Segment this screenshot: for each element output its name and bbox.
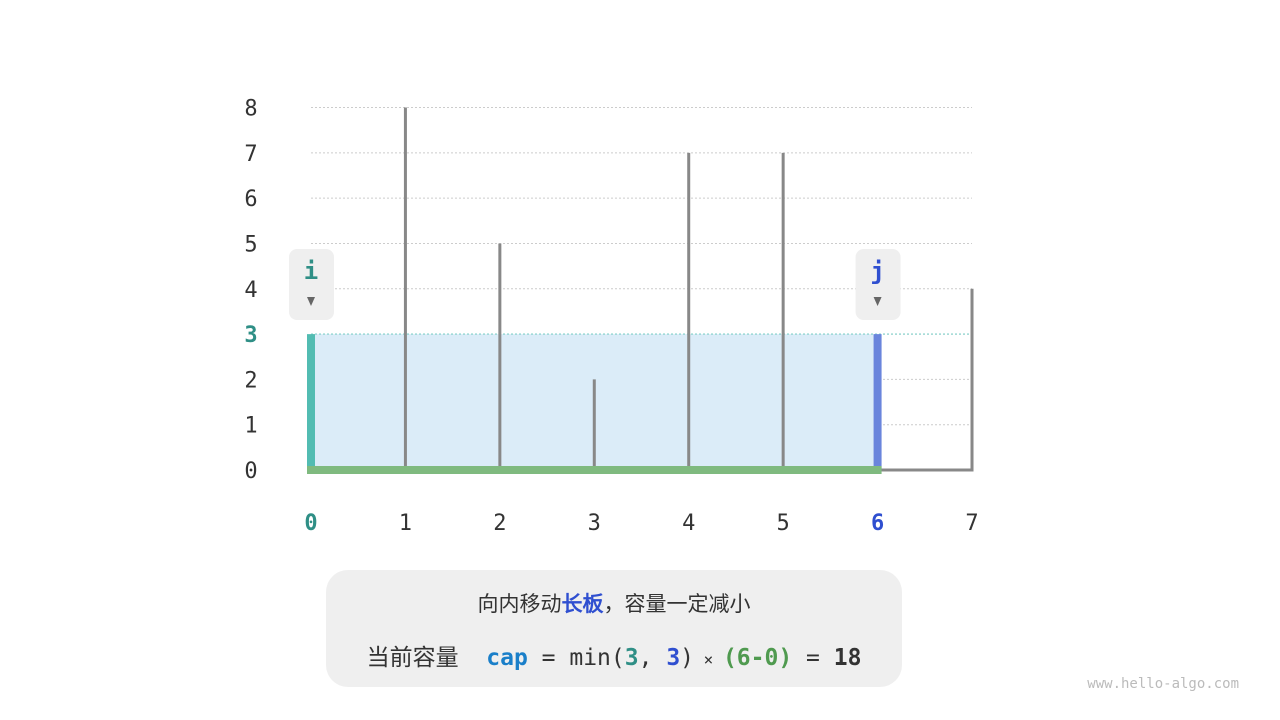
y-tick-label: 8 [244,97,257,122]
formula-eq2: = [792,645,834,671]
y-tick-label: 1 [244,414,257,439]
x-tick-label: 4 [682,511,695,536]
x-tick-label: 3 [588,511,601,536]
caption-text: 向内移动 [477,592,562,616]
caption-line1: 向内移动长板，容量一定减小 [326,588,902,618]
formula-eq: = [527,645,570,671]
x-tick-label: 5 [777,511,790,536]
x-tick-label: 2 [493,511,506,536]
formula-comma: , [638,645,667,671]
formula-result: 18 [833,645,862,671]
y-tick-label: 2 [244,368,257,393]
watermark: www.hello-algo.com [1087,676,1239,692]
x-tick-label: 0 [304,511,317,536]
arrow-down-icon [307,297,315,306]
formula-a: 3 [624,645,639,671]
formula-label: 当前容量 [366,645,459,671]
x-tick-label: 1 [399,511,412,536]
x-tick-label: 6 [871,511,884,536]
caption-formula: 当前容量 cap = min(3, 3) × (6-0) = 18 [326,638,902,672]
formula-times: × [694,650,723,669]
caption-box: 向内移动长板，容量一定减小 当前容量 cap = min(3, 3) × (6-… [326,570,902,687]
y-tick-label: 4 [244,278,257,303]
y-tick-label: 3 [244,323,257,348]
pointer-j-box [855,249,901,320]
formula-close: ) [680,645,695,671]
formula-width: (6-0) [722,645,793,671]
pointer-i-box [289,249,334,320]
x-tick-label: 7 [965,511,978,536]
caption-text-post: ，容量一定减小 [603,592,751,616]
formula-var: cap [486,645,528,671]
formula-min: min( [569,645,625,671]
pointer-j-label: j [870,257,884,285]
y-tick-label: 0 [244,459,257,484]
pointer-i-label: i [304,257,318,285]
caption-highlight: 长板 [561,592,604,616]
arrow-down-icon [873,297,882,306]
y-tick-label: 7 [244,142,257,167]
y-tick-label: 6 [244,187,257,212]
formula-b: 3 [666,645,681,671]
y-tick-label: 5 [244,232,257,257]
